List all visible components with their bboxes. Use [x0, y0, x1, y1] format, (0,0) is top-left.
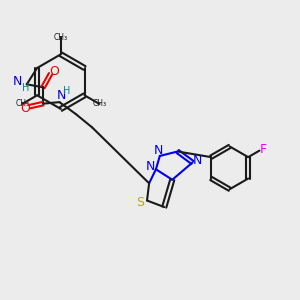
Text: N: N	[57, 89, 67, 102]
Text: N: N	[13, 75, 22, 88]
Text: O: O	[20, 102, 30, 115]
Text: F: F	[260, 143, 267, 156]
Text: H: H	[63, 86, 70, 96]
Text: N: N	[146, 160, 155, 173]
Text: CH₃: CH₃	[15, 99, 29, 108]
Text: CH₃: CH₃	[92, 99, 106, 108]
Text: O: O	[50, 65, 59, 78]
Text: N: N	[193, 154, 203, 167]
Text: S: S	[136, 196, 145, 209]
Text: N: N	[154, 143, 163, 157]
Text: H: H	[22, 83, 29, 93]
Text: CH₃: CH₃	[54, 33, 68, 42]
